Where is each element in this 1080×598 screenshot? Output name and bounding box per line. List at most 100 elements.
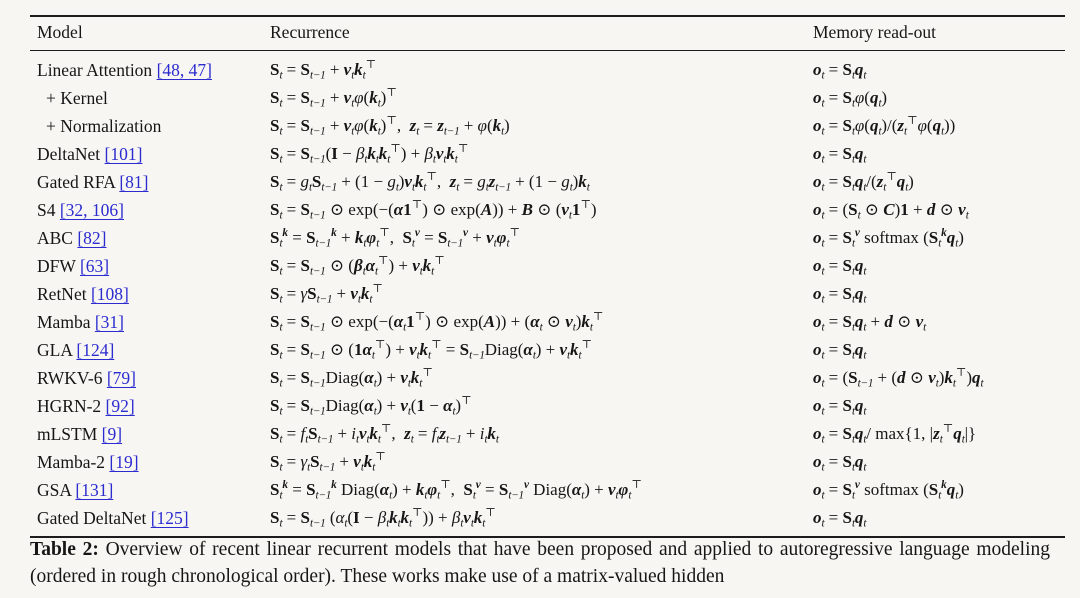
readout-formula: ot = Stqt/ max{1, |zt⊤qt|}	[813, 423, 977, 446]
readout-formula: ot = Stqt	[813, 144, 867, 166]
recurrence-formula: St = St−1Diag(αt) + vt(1 − αt)⊤	[270, 395, 472, 418]
citation-link[interactable]: [92]	[105, 395, 135, 416]
model-name: HGRN-2	[37, 395, 102, 416]
readout-formula: ot = Stv softmax (Stkqt)	[813, 227, 964, 250]
recurrence-formula: St = gtSt−1 + (1 − gt)vtkt⊤, zt = gtzt−1…	[270, 171, 590, 194]
model-name: DeltaNet	[37, 143, 101, 164]
model-name: Mamba-2	[37, 451, 106, 472]
table-row: Mamba-2 [19] St = γtSt−1 + vtkt⊤ ot = St…	[30, 448, 1065, 476]
table-row: DeltaNet [101] St = St−1(I − βtktkt⊤) + …	[30, 140, 1065, 168]
model-cell: + Normalization	[30, 112, 263, 140]
model-cell: DeltaNet [101]	[30, 140, 263, 168]
recurrence-formula: Stk = St−1k + ktφt⊤, Stv = St−1v + vtφt⊤	[270, 227, 520, 250]
model-cell: RWKV-6 [79]	[30, 364, 263, 392]
table-row: S4 [32, 106] St = St−1 ⊙ exp(−(α1⊤) ⊙ ex…	[30, 196, 1065, 224]
readout-formula: ot = Stqt	[813, 256, 867, 278]
readout-formula: ot = Stqt	[813, 340, 867, 362]
citation-link[interactable]: [19]	[109, 451, 139, 472]
readout-formula: ot = (St−1 + (d ⊙ vt)kt⊤)qt	[813, 367, 984, 390]
caption-label: Table 2:	[30, 539, 99, 560]
model-cell: ABC [82]	[30, 224, 263, 252]
model-name: DFW	[37, 255, 76, 276]
recurrence-formula: St = St−1 + vtkt⊤	[270, 59, 377, 82]
model-name: Mamba	[37, 311, 91, 332]
citation-link[interactable]: [32, 106]	[59, 199, 125, 220]
recurrence-formula: St = St−1 (αt(I − βtktkt⊤)) + βtvtkt⊤	[270, 507, 496, 530]
model-name: + Normalization	[46, 115, 162, 136]
citation-link[interactable]: [63]	[79, 255, 110, 276]
table-row: Gated DeltaNet [125] St = St−1 (αt(I − β…	[30, 504, 1065, 537]
model-cell: DFW [63]	[30, 252, 263, 280]
recurrence-formula: St = St−1 ⊙ exp(−(αt1⊤) ⊙ exp(A)) + (αt …	[270, 311, 604, 334]
table-caption: Table 2: Overview of recent linear recur…	[30, 536, 1050, 590]
model-name: + Kernel	[46, 87, 108, 108]
model-cell: Linear Attention [48, 47]	[30, 51, 263, 85]
model-cell: Mamba-2 [19]	[30, 448, 263, 476]
citation-link[interactable]: [82]	[77, 227, 107, 248]
table-row: HGRN-2 [92] St = St−1Diag(αt) + vt(1 − α…	[30, 392, 1065, 420]
model-cell: Gated RFA [81]	[30, 168, 263, 196]
citation-link[interactable]: [124]	[76, 339, 115, 360]
recurrence-formula: Stk = St−1k Diag(αt) + ktφt⊤, Stv = St−1…	[270, 479, 642, 502]
readout-formula: ot = Stv softmax (Stkqt)	[813, 479, 964, 502]
readout-formula: ot = Stqt	[813, 60, 867, 82]
table-header-row: Model Recurrence Memory read-out	[30, 16, 1065, 51]
column-header-memory-readout: Memory read-out	[806, 16, 1065, 51]
recurrence-formula: St = ftSt−1 + itvtkt⊤, zt = ftzt−1 + itk…	[270, 423, 499, 446]
model-name: GLA	[37, 339, 72, 360]
readout-formula: ot = Stφ(qt)/(zt⊤φ(qt))	[813, 115, 956, 138]
table-row: ABC [82] Stk = St−1k + ktφt⊤, Stv = St−1…	[30, 224, 1065, 252]
citation-link[interactable]: [31]	[94, 311, 124, 332]
readout-formula: ot = Stqt/(zt⊤qt)	[813, 171, 914, 194]
table-row: + Kernel St = St−1 + vtφ(kt)⊤ ot = Stφ(q…	[30, 84, 1065, 112]
model-cell: + Kernel	[30, 84, 263, 112]
readout-formula: ot = Stqt	[813, 452, 867, 474]
model-cell: GSA [131]	[30, 476, 263, 504]
model-cell: Mamba [31]	[30, 308, 263, 336]
model-name: ABC	[37, 227, 73, 248]
table-row: Gated RFA [81] St = gtSt−1 + (1 − gt)vtk…	[30, 168, 1065, 196]
model-cell: S4 [32, 106]	[30, 196, 263, 224]
column-header-recurrence: Recurrence	[263, 16, 806, 51]
table-row: DFW [63] St = St−1 ⊙ (βtαt⊤) + vtkt⊤ ot …	[30, 252, 1065, 280]
table-row: RetNet [108] St = γSt−1 + vtkt⊤ ot = Stq…	[30, 280, 1065, 308]
recurrence-formula: St = St−1(I − βtktkt⊤) + βtvtkt⊤	[270, 143, 469, 166]
table-header: Model Recurrence Memory read-out	[30, 16, 1065, 51]
table-row: RWKV-6 [79] St = St−1Diag(αt) + vtkt⊤ ot…	[30, 364, 1065, 392]
caption-text: Overview of recent linear recurrent mode…	[30, 539, 1050, 587]
table-row: GLA [124] St = St−1 ⊙ (1αt⊤) + vtkt⊤ = S…	[30, 336, 1065, 364]
readout-formula: ot = Stφ(qt)	[813, 88, 888, 110]
model-name: Gated DeltaNet	[37, 507, 147, 528]
recurrence-formula: St = St−1 ⊙ (1αt⊤) + vtkt⊤ = St−1Diag(αt…	[270, 339, 592, 362]
citation-link[interactable]: [81]	[119, 171, 149, 192]
citation-link[interactable]: [101]	[104, 143, 143, 164]
model-cell: GLA [124]	[30, 336, 263, 364]
recurrence-formula: St = St−1 ⊙ exp(−(α1⊤) ⊙ exp(A)) + B ⊙ (…	[270, 199, 597, 222]
citation-link[interactable]: [131]	[75, 479, 114, 500]
table-row: mLSTM [9] St = ftSt−1 + itvtkt⊤, zt = ft…	[30, 420, 1065, 448]
model-cell: Gated DeltaNet [125]	[30, 504, 263, 537]
model-cell: RetNet [108]	[30, 280, 263, 308]
citation-link[interactable]: [9]	[101, 423, 123, 444]
readout-formula: ot = Stqt	[813, 284, 867, 306]
recurrence-formula: St = St−1 ⊙ (βtαt⊤) + vtkt⊤	[270, 255, 445, 278]
readout-formula: ot = Stqt + d ⊙ vt	[813, 312, 927, 334]
recurrence-formula: St = γSt−1 + vtkt⊤	[270, 283, 383, 306]
model-name: RetNet	[37, 283, 87, 304]
table-row: + Normalization St = St−1 + vtφ(kt)⊤, zt…	[30, 112, 1065, 140]
model-cell: HGRN-2 [92]	[30, 392, 263, 420]
table-row: GSA [131] Stk = St−1k Diag(αt) + ktφt⊤, …	[30, 476, 1065, 504]
table-body: Linear Attention [48, 47] St = St−1 + vt…	[30, 51, 1065, 538]
table-row: Linear Attention [48, 47] St = St−1 + vt…	[30, 51, 1065, 85]
citation-link[interactable]: [108]	[90, 283, 129, 304]
column-header-model: Model	[30, 16, 263, 51]
citation-link[interactable]: [125]	[150, 507, 189, 528]
citation-link[interactable]: [48, 47]	[156, 59, 212, 80]
citation-link[interactable]: [79]	[106, 367, 137, 388]
recurrence-formula: St = St−1 + vtφ(kt)⊤	[270, 87, 397, 110]
model-name: mLSTM	[37, 423, 98, 444]
model-name: Gated RFA	[37, 171, 115, 192]
readout-formula: ot = Stqt	[813, 396, 867, 418]
model-cell: mLSTM [9]	[30, 420, 263, 448]
